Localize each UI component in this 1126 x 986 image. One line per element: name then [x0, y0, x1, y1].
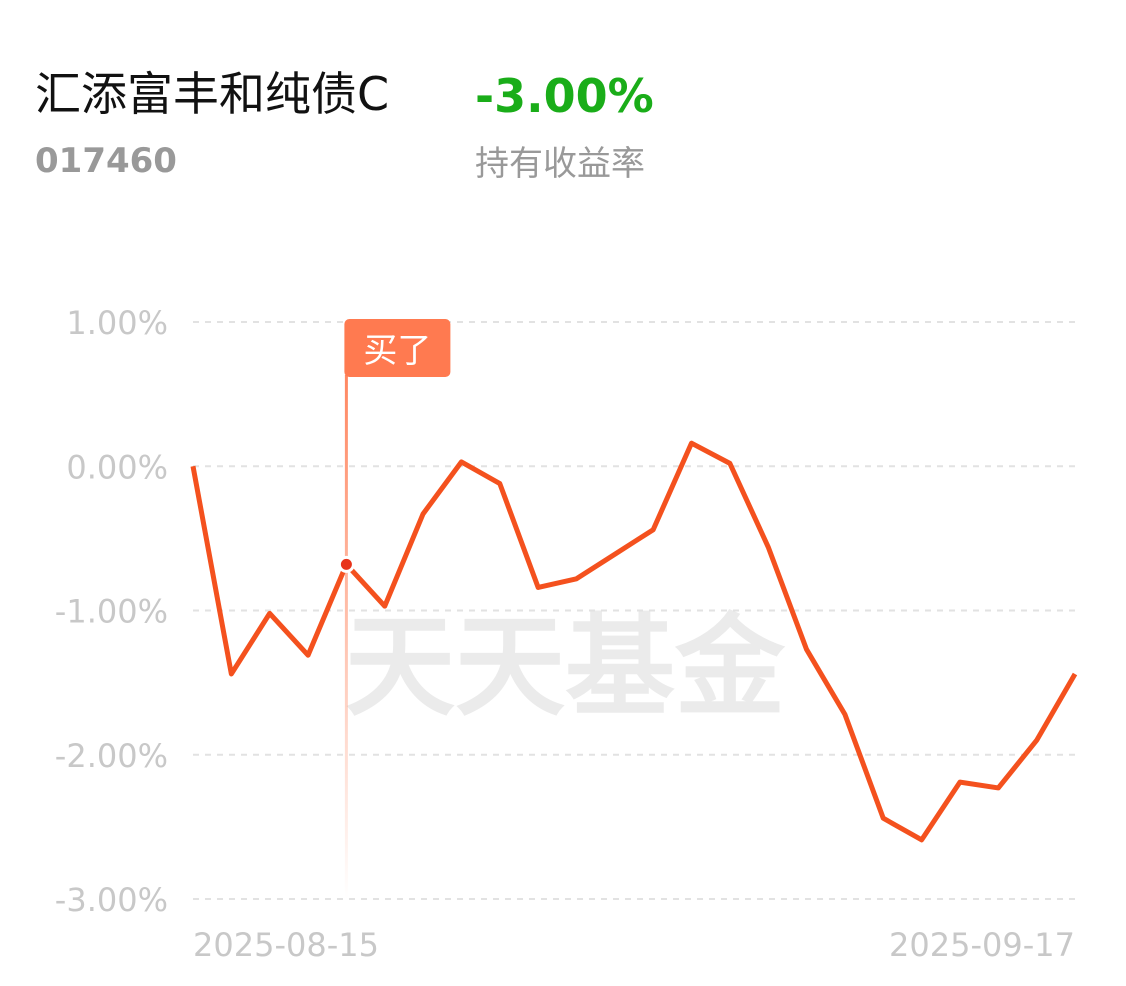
x-tick-label: 2025-09-17 — [889, 926, 1075, 964]
y-tick-label: -2.00% — [55, 737, 168, 775]
holding-return-label: 持有收益率 — [475, 144, 645, 184]
y-tick-label: -1.00% — [55, 593, 168, 631]
watermark: 天天基金 — [345, 603, 786, 731]
holding-return: -3.00% — [475, 69, 654, 123]
x-tick-label: 2025-08-15 — [193, 926, 379, 964]
buy-point — [337, 555, 355, 573]
buy-marker-flag — [344, 319, 451, 377]
buy-marker-label: 买了 — [363, 331, 431, 371]
fund-code: 017460 — [35, 141, 177, 181]
y-tick-label: 1.00% — [66, 304, 168, 342]
buy-marker-line — [344, 375, 348, 899]
fund-name: 汇添富丰和纯债C — [35, 67, 389, 121]
line-series — [190, 440, 1078, 843]
y-tick-label: 0.00% — [66, 448, 168, 486]
y-tick-label: -3.00% — [55, 881, 168, 919]
